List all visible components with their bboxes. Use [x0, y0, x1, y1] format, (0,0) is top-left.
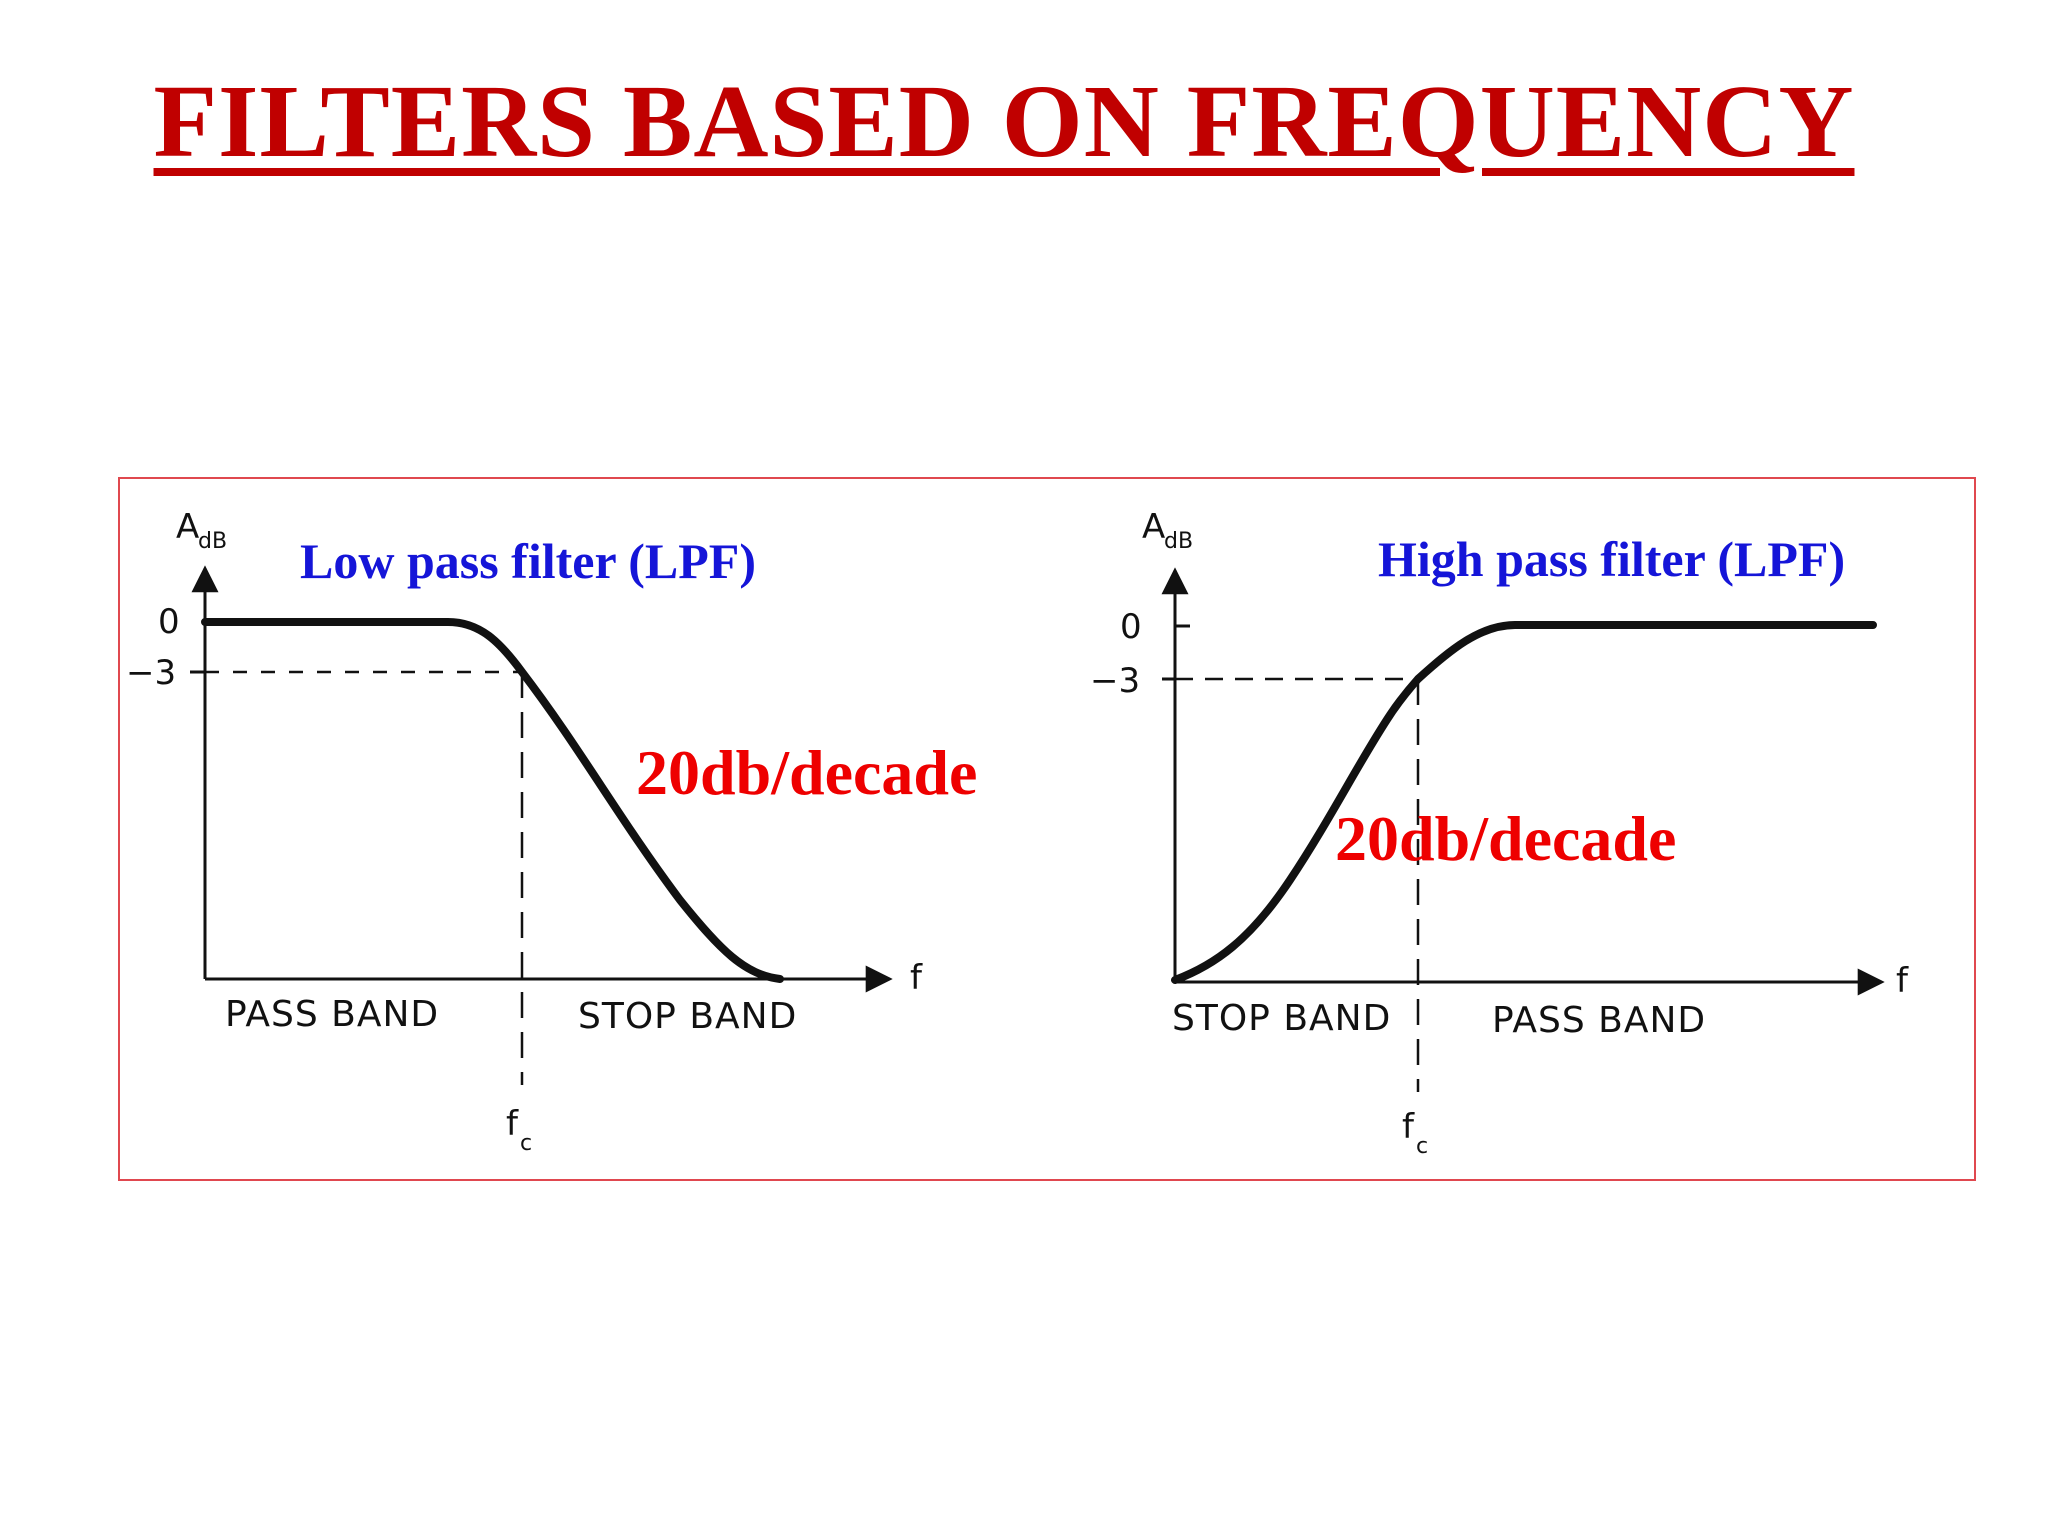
hpf-response-curve — [1171, 621, 1877, 984]
lpf-y-axis-label: A — [176, 507, 199, 547]
lpf-title: Low pass filter (LPF) — [300, 533, 756, 589]
lpf-pass-band-label: PASS BAND — [225, 994, 439, 1035]
slide-title: FILTERS BASED ON FREQUENCY — [153, 64, 1855, 179]
lpf-slope-label: 20db/decade — [636, 737, 977, 808]
lpf-cutoff-subscript: c — [520, 1131, 532, 1156]
lpf-stop-band-label: STOP BAND — [578, 996, 797, 1037]
hpf-slope-label: 20db/decade — [1335, 803, 1676, 874]
hpf-x-axis-label: f — [1896, 961, 1909, 1001]
lpf-response-curve — [201, 618, 784, 983]
hpf-stop-band-label: STOP BAND — [1172, 998, 1391, 1039]
lpf-diagram: A dB 0 −3 f f c PASS BAND STOP BAND Low … — [126, 507, 977, 1156]
hpf-y-axis-label: A — [1142, 507, 1165, 547]
hpf-cutoff-subscript: c — [1416, 1134, 1428, 1159]
hpf-diagram: A dB 0 −3 f f c STOP BAND PASS BAND High… — [1090, 507, 1909, 1159]
hpf-pass-band-label: PASS BAND — [1492, 1000, 1706, 1041]
hpf-cutoff-label: f — [1402, 1107, 1415, 1147]
figure-frame — [118, 477, 1976, 1181]
lpf-x-axis-label: f — [910, 958, 923, 998]
hpf-title: High pass filter (LPF) — [1378, 531, 1845, 587]
hpf-y-tick-minus3-label: −3 — [1090, 661, 1140, 701]
hpf-y-tick-0-label: 0 — [1120, 607, 1142, 647]
lpf-y-tick-0-label: 0 — [158, 602, 180, 642]
lpf-cutoff-label: f — [506, 1104, 519, 1144]
lpf-y-tick-minus3-label: −3 — [126, 653, 176, 693]
hpf-y-axis-subscript: dB — [1164, 529, 1193, 554]
lpf-y-axis-subscript: dB — [198, 529, 227, 554]
